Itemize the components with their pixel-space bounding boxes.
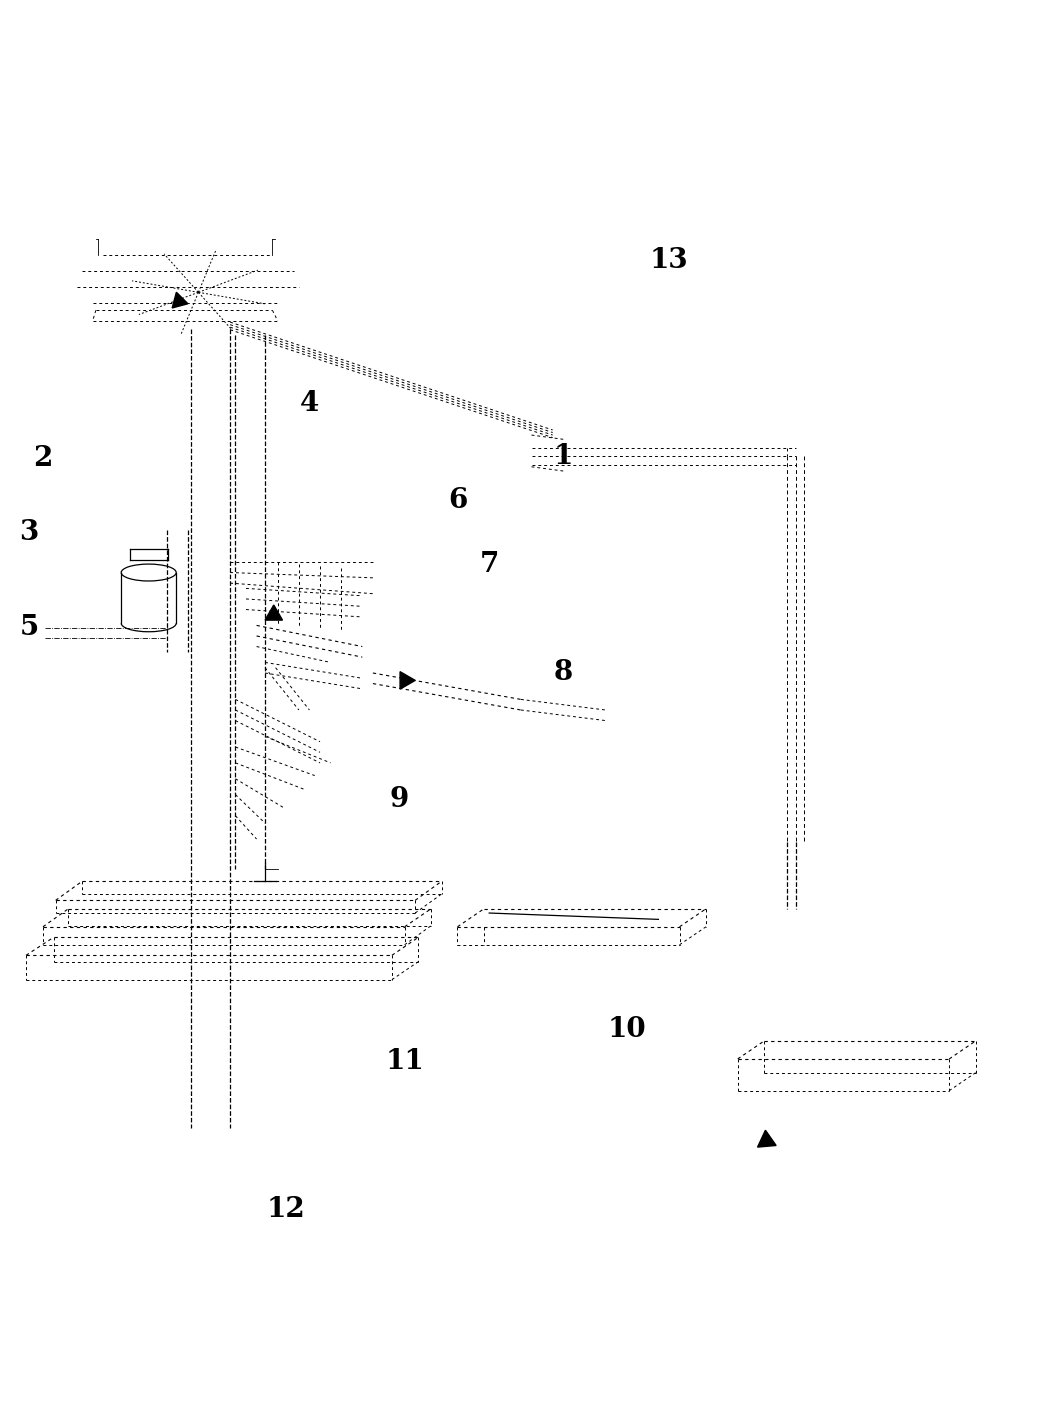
Polygon shape bbox=[400, 672, 416, 689]
Text: 12: 12 bbox=[267, 1196, 305, 1223]
Polygon shape bbox=[758, 1130, 776, 1147]
Text: 8: 8 bbox=[554, 659, 573, 686]
Text: 5: 5 bbox=[19, 613, 39, 640]
Text: 7: 7 bbox=[479, 551, 499, 578]
Text: 2: 2 bbox=[33, 444, 53, 471]
Text: 1: 1 bbox=[554, 443, 573, 470]
Text: 6: 6 bbox=[448, 487, 467, 514]
Text: 3: 3 bbox=[19, 518, 39, 545]
Text: 10: 10 bbox=[607, 1015, 646, 1042]
Polygon shape bbox=[265, 605, 283, 621]
Text: 9: 9 bbox=[390, 787, 409, 814]
Polygon shape bbox=[172, 293, 188, 308]
Text: 13: 13 bbox=[649, 247, 688, 274]
Text: 11: 11 bbox=[385, 1048, 424, 1075]
Text: 4: 4 bbox=[300, 391, 319, 417]
